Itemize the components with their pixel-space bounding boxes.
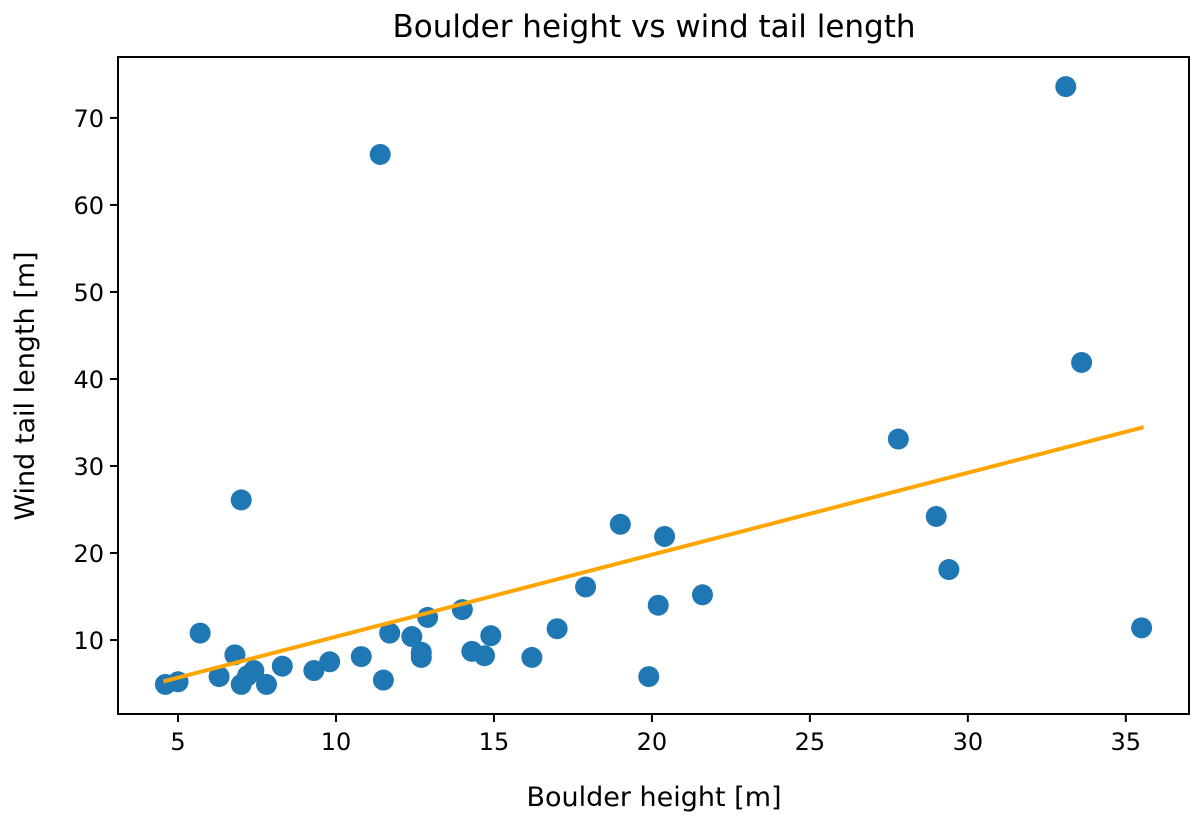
y-axis: 10 20 30 40 50 60 70 bbox=[73, 105, 118, 655]
x-tick-label: 10 bbox=[321, 728, 352, 756]
y-axis-label: Wind tail length [m] bbox=[10, 251, 41, 520]
data-point bbox=[372, 669, 394, 691]
data-point bbox=[410, 646, 432, 668]
data-point bbox=[1131, 617, 1153, 639]
data-point bbox=[887, 428, 909, 450]
data-point bbox=[575, 576, 597, 598]
data-point bbox=[303, 659, 325, 681]
y-tick-label: 10 bbox=[73, 627, 104, 655]
data-point bbox=[369, 143, 391, 165]
data-point bbox=[938, 559, 960, 581]
x-axis: 5 10 15 20 25 30 35 bbox=[170, 714, 1141, 756]
data-point bbox=[319, 651, 341, 673]
y-tick-label: 60 bbox=[73, 192, 104, 220]
y-tick-label: 20 bbox=[73, 540, 104, 568]
data-point bbox=[521, 646, 543, 668]
data-point bbox=[189, 622, 211, 644]
data-point bbox=[255, 673, 277, 695]
data-point bbox=[480, 625, 502, 647]
x-tick-label: 25 bbox=[795, 728, 826, 756]
x-tick-label: 20 bbox=[637, 728, 668, 756]
data-point bbox=[1055, 76, 1077, 98]
plot-area bbox=[154, 76, 1153, 695]
data-point bbox=[350, 646, 372, 668]
data-point bbox=[208, 666, 230, 688]
data-point bbox=[647, 594, 669, 616]
data-point bbox=[230, 489, 252, 511]
plot-frame bbox=[117, 56, 1190, 715]
data-point bbox=[401, 626, 423, 648]
data-point bbox=[1071, 351, 1093, 373]
y-tick-label: 50 bbox=[73, 279, 104, 307]
chart-title: Boulder height vs wind tail length bbox=[392, 9, 915, 45]
data-point bbox=[638, 666, 660, 688]
data-point bbox=[243, 659, 265, 681]
x-tick-label: 35 bbox=[1111, 728, 1142, 756]
y-tick-label: 70 bbox=[73, 105, 104, 133]
data-point bbox=[609, 513, 631, 535]
data-point bbox=[271, 655, 293, 677]
data-point bbox=[546, 618, 568, 640]
data-point bbox=[473, 645, 495, 667]
y-tick-label: 40 bbox=[73, 366, 104, 394]
x-tick-label: 5 bbox=[170, 728, 185, 756]
x-tick-label: 30 bbox=[953, 728, 984, 756]
y-tick-label: 30 bbox=[73, 453, 104, 481]
data-point bbox=[379, 622, 401, 644]
x-tick-label: 15 bbox=[479, 728, 510, 756]
fit-line bbox=[162, 425, 1145, 684]
data-point bbox=[654, 525, 676, 547]
data-point bbox=[691, 584, 713, 606]
data-point bbox=[925, 505, 947, 527]
x-axis-label: Boulder height [m] bbox=[526, 782, 781, 813]
